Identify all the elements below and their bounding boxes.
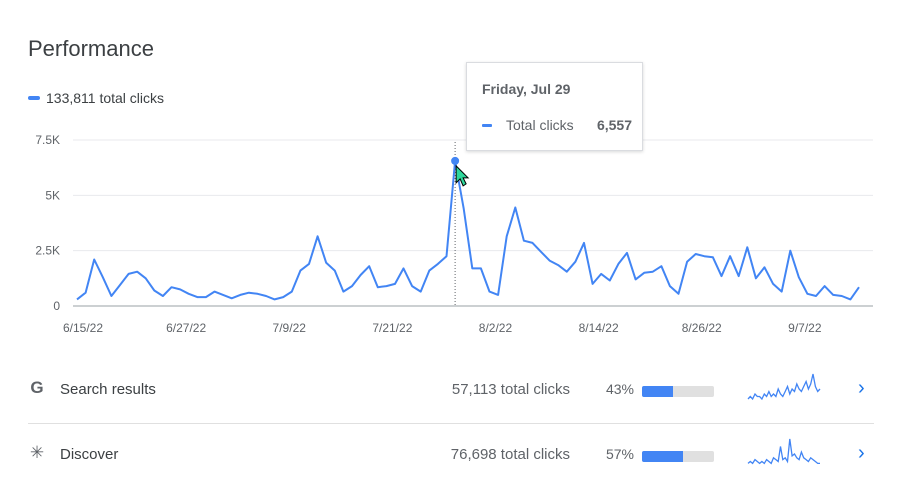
x-tick-label: 8/26/22 xyxy=(682,321,722,335)
row-clicks: 76,698 total clicks xyxy=(450,446,570,463)
mouse-cursor-icon xyxy=(455,164,470,187)
row-discover[interactable]: ✳ Discover 76,698 total clicks 57% › xyxy=(28,425,874,485)
y-tick-label: 2.5K xyxy=(35,244,60,258)
tooltip-date: Friday, Jul 29 xyxy=(482,81,571,97)
x-tick-label: 8/14/22 xyxy=(579,321,619,335)
row-progress-fill xyxy=(642,386,673,397)
chart-legend[interactable]: 133,811 total clicks xyxy=(28,90,164,106)
highlight-point xyxy=(451,156,460,165)
chevron-right-icon[interactable]: › xyxy=(858,442,865,464)
chevron-right-icon[interactable]: › xyxy=(858,377,865,399)
google-g-icon: G xyxy=(30,378,44,397)
row-progress-bar xyxy=(642,451,714,462)
tooltip-series-label: Total clicks xyxy=(506,117,574,133)
legend-swatch xyxy=(28,96,40,100)
clicks-line-chart[interactable]: 0 2.5K 5K 7.5K 6/15/22 6/27/22 7/9/22 7/21/22 8/… xyxy=(0,0,899,340)
row-percent: 57% xyxy=(605,446,634,462)
discover-asterisk-icon: ✳ xyxy=(29,443,45,462)
x-tick-label: 7/21/22 xyxy=(372,321,412,335)
row-clicks: 57,113 total clicks xyxy=(451,381,570,398)
x-tick-label: 8/2/22 xyxy=(479,321,513,335)
x-tick-label: 9/7/22 xyxy=(788,321,822,335)
x-tick-label: 6/27/22 xyxy=(166,321,206,335)
chart-tooltip: Friday, Jul 29 Total clicks 6,557 xyxy=(466,62,643,151)
legend-label: 133,811 total clicks xyxy=(46,90,165,106)
x-tick-label: 7/9/22 xyxy=(273,321,307,335)
y-tick-label: 0 xyxy=(53,299,60,313)
row-percent: 43% xyxy=(605,381,634,397)
row-divider xyxy=(28,423,874,424)
row-label: Discover xyxy=(60,446,119,463)
tooltip-value: 6,557 xyxy=(596,117,632,133)
sparkline-path xyxy=(747,438,820,465)
sparkline-path xyxy=(747,373,821,401)
tooltip-row: Total clicks 6,557 xyxy=(482,117,632,133)
row-progress-bar xyxy=(642,386,714,397)
series-line-total-clicks xyxy=(76,159,860,301)
page-title: Performance xyxy=(28,36,154,61)
tooltip-swatch xyxy=(482,123,492,127)
row-sparkline xyxy=(747,373,821,401)
row-label: Search results xyxy=(60,381,156,398)
y-tick-label: 5K xyxy=(45,188,60,202)
row-search-results[interactable]: G Search results 57,113 total clicks 43%… xyxy=(28,360,874,420)
y-tick-label: 7.5K xyxy=(35,133,60,147)
row-progress-fill xyxy=(642,451,684,462)
x-tick-label: 6/15/22 xyxy=(63,321,103,335)
row-sparkline xyxy=(747,438,820,465)
